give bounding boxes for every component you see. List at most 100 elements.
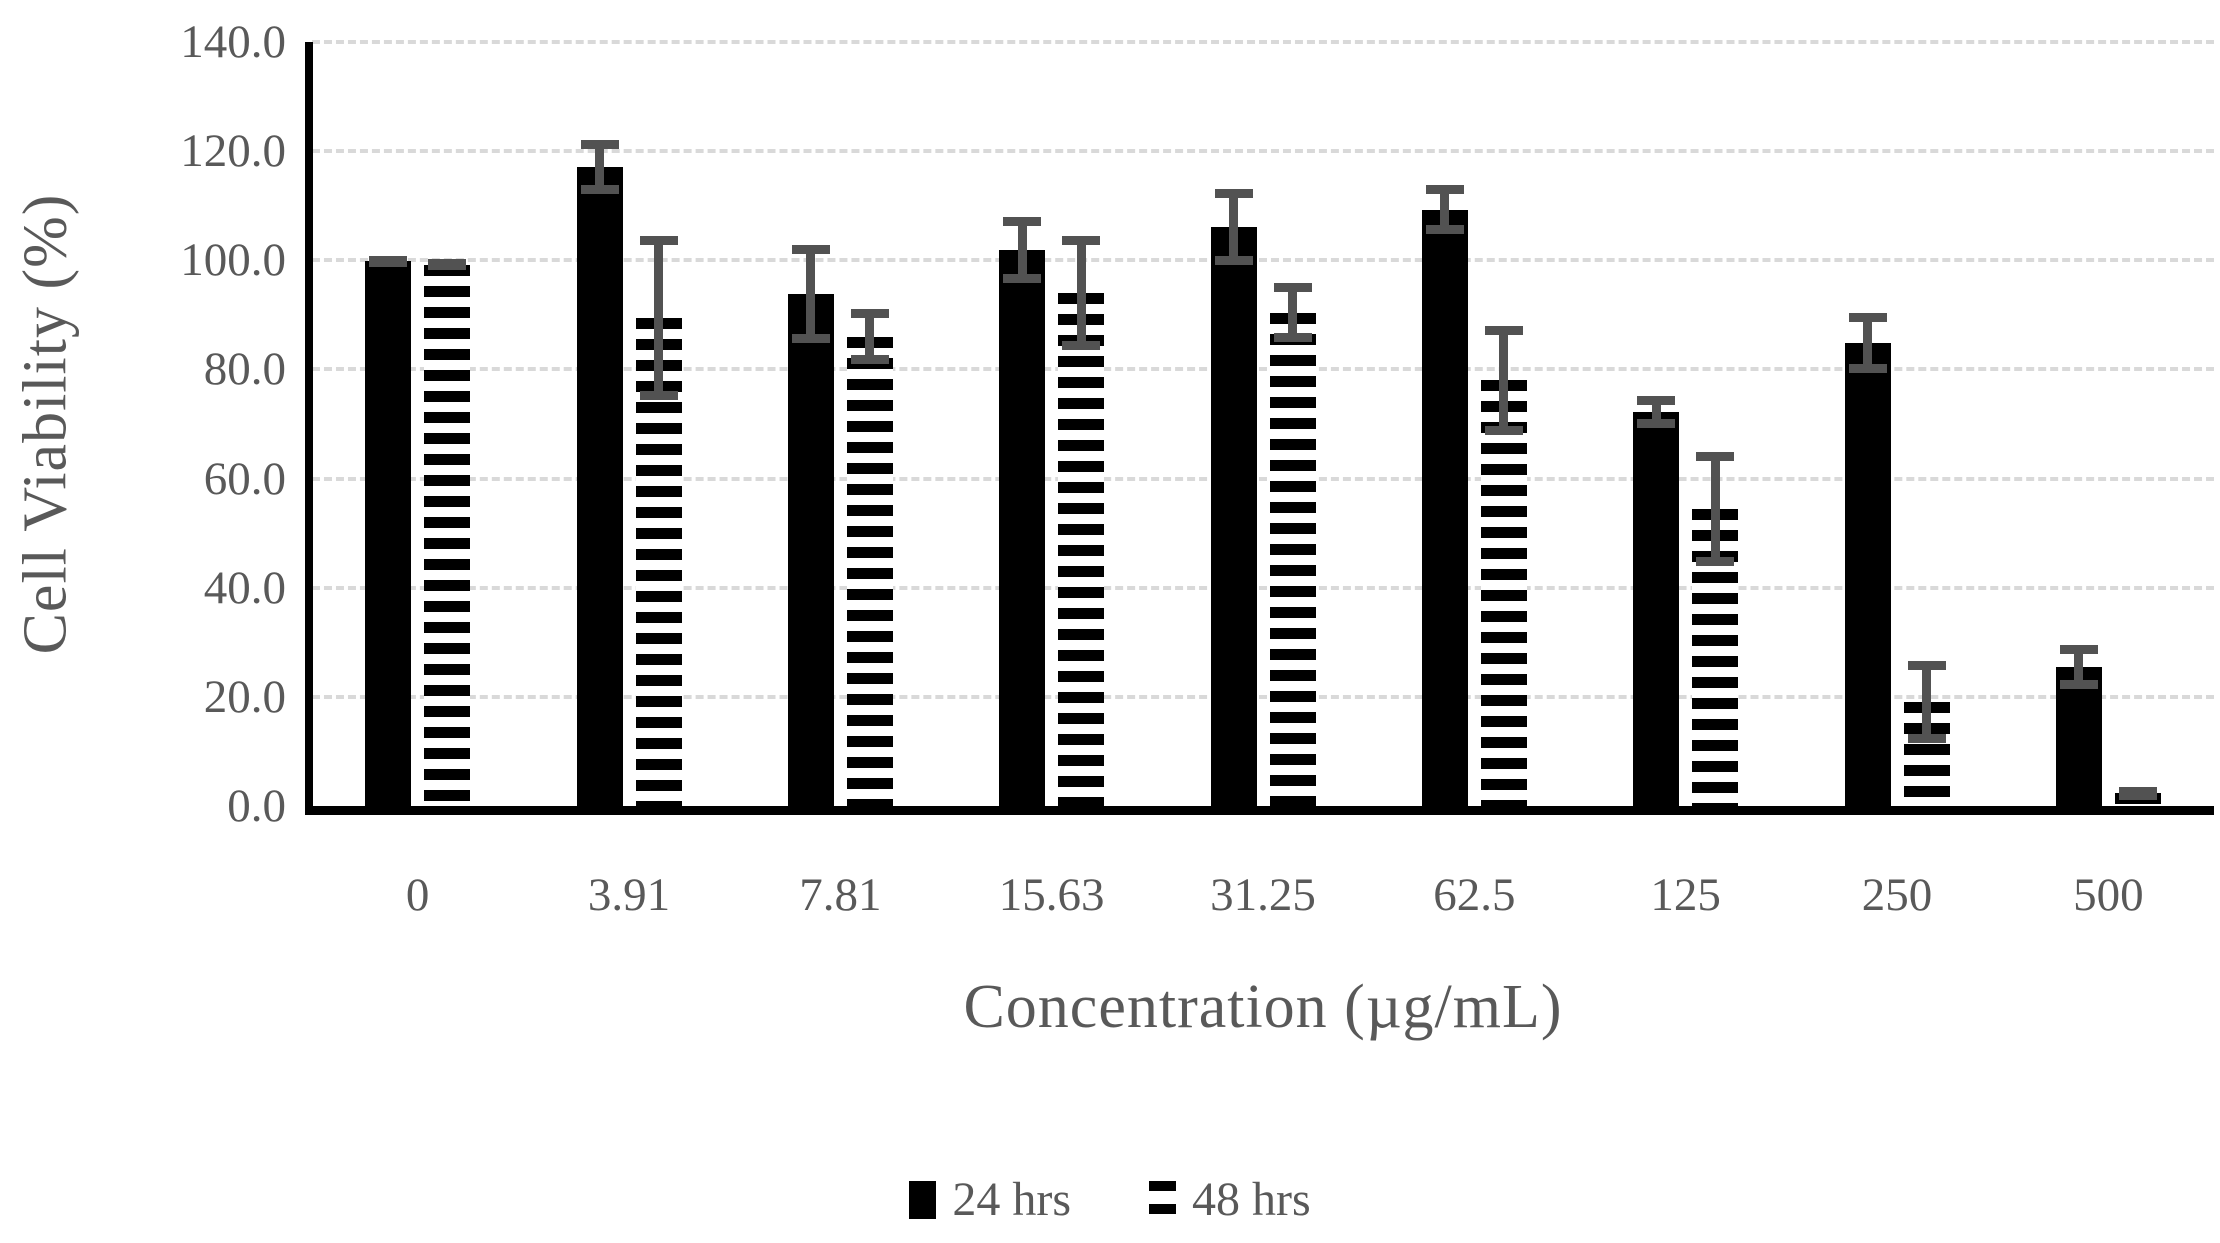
error-bar-cap-bottom <box>639 390 678 400</box>
bar-24hrs-250 <box>1844 343 1891 806</box>
error-bar-24hrs-500 <box>2059 645 2098 689</box>
error-bar-stem <box>595 139 604 195</box>
error-bar-24hrs-250 <box>1848 313 1887 374</box>
gridline-y-80 <box>312 367 2214 372</box>
error-bar-24hrs-0 <box>369 255 408 267</box>
gridline-y-140 <box>312 40 2214 44</box>
bar-48hrs-31.25 <box>1269 312 1316 806</box>
x-tick-label-31.25: 31.25 <box>1210 869 1316 921</box>
x-tick-label-62.5: 62.5 <box>1433 869 1516 921</box>
error-bar-cap-bottom <box>1484 425 1523 435</box>
y-tick-label-140.0: 140.0 <box>180 16 286 68</box>
bar-24hrs-31.25 <box>1210 227 1257 806</box>
error-bar-cap-top <box>580 139 619 149</box>
x-tick-label-125: 125 <box>1650 869 1721 921</box>
y-tick-label-80.0: 80.0 <box>203 343 286 396</box>
error-bar-cap-top <box>1062 235 1101 245</box>
error-bar-24hrs-31.25 <box>1214 188 1253 266</box>
y-tick-label-0.0: 0.0 <box>227 780 286 832</box>
error-bar-cap-bottom <box>1214 256 1253 266</box>
error-bar-48hrs-31.25 <box>1273 283 1312 343</box>
error-bar-stem <box>806 245 816 344</box>
error-bar-cap-bottom <box>1003 273 1042 283</box>
y-tick-label-100.0: 100.0 <box>180 234 286 287</box>
error-bar-cap-bottom <box>791 334 830 344</box>
error-bar-cap-bottom <box>850 354 889 364</box>
legend-label-24hrs: 24 hrs <box>952 1173 1071 1226</box>
error-bar-cap-top <box>1696 451 1735 461</box>
error-bar-cap-top <box>1425 185 1464 194</box>
legend-item-48hrs: 48 hrs <box>1149 1172 1311 1227</box>
error-bar-cap-top <box>1907 661 1946 671</box>
error-bar-cap-top <box>1273 283 1312 293</box>
error-bar-stem <box>865 309 875 364</box>
bar-24hrs-7.81 <box>787 294 834 806</box>
x-tick-label-500: 500 <box>2073 869 2144 921</box>
error-bar-cap-top <box>791 245 830 254</box>
error-bar-cap-top <box>1484 325 1523 335</box>
error-bar-stem <box>1076 235 1086 351</box>
x-tick-label-0: 0 <box>405 869 430 921</box>
error-bar-stem <box>1863 313 1872 374</box>
bar-24hrs-500 <box>2055 666 2102 806</box>
legend-item-24hrs: 24 hrs <box>909 1172 1071 1227</box>
error-bar-24hrs-3.91 <box>580 139 619 195</box>
error-bar-24hrs-15.63 <box>1003 217 1042 283</box>
error-bar-48hrs-125 <box>1696 451 1735 567</box>
error-bar-48hrs-500 <box>2118 786 2157 800</box>
bar-24hrs-0 <box>365 261 412 806</box>
error-bar-stem <box>1288 283 1297 343</box>
error-bar-cap-top <box>1637 395 1676 405</box>
error-bar-cap-bottom <box>580 185 619 195</box>
error-bar-24hrs-7.81 <box>791 245 830 344</box>
gridline-y-120 <box>312 149 2214 154</box>
legend-label-48hrs: 48 hrs <box>1192 1173 1311 1226</box>
gridline-y-40 <box>312 585 2214 590</box>
error-bar-cap-top <box>1003 217 1042 227</box>
error-bar-48hrs-3.91 <box>639 236 678 400</box>
bar-48hrs-7.81 <box>846 336 893 806</box>
error-bar-48hrs-7.81 <box>850 309 889 364</box>
error-bar-stem <box>1440 185 1450 235</box>
error-bar-stem <box>654 236 663 400</box>
error-bar-cap-bottom <box>1273 333 1312 343</box>
error-bar-cap-bottom <box>428 261 467 271</box>
error-bar-cap-top <box>850 309 889 319</box>
bar-24hrs-125 <box>1633 412 1680 806</box>
gridline-y-20 <box>312 694 2214 699</box>
error-bar-stem <box>1499 325 1509 435</box>
error-bar-cap-top <box>1848 313 1887 323</box>
gridline-y-100 <box>312 258 2214 263</box>
bar-24hrs-3.91 <box>576 167 623 806</box>
error-bar-stem <box>2074 645 2084 689</box>
x-axis-title: Concentration (µg/mL) <box>963 973 1563 1041</box>
x-tick-label-7.81: 7.81 <box>799 869 882 921</box>
x-axis-line <box>305 806 2214 815</box>
x-tick-label-3.91: 3.91 <box>587 869 671 921</box>
error-bar-24hrs-125 <box>1637 395 1676 429</box>
plot-area <box>312 40 2214 806</box>
y-tick-label-120.0: 120.0 <box>180 125 286 178</box>
y-tick-label-40.0: 40.0 <box>203 561 286 614</box>
error-bar-cap-bottom <box>1848 364 1887 374</box>
y-axis-line <box>305 42 313 814</box>
bar-24hrs-15.63 <box>999 249 1046 806</box>
error-bar-cap-bottom <box>1907 734 1946 744</box>
error-bar-cap-bottom <box>1062 341 1101 351</box>
y-tick-label-60.0: 60.0 <box>203 452 286 505</box>
x-tick-label-15.63: 15.63 <box>998 869 1105 921</box>
error-bar-stem <box>1922 661 1931 744</box>
error-bar-48hrs-15.63 <box>1062 235 1101 351</box>
error-bar-cap-bottom <box>1425 225 1464 235</box>
error-bar-48hrs-0 <box>428 259 467 271</box>
error-bar-stem <box>1017 217 1027 283</box>
error-bar-cap-bottom <box>1637 419 1676 429</box>
y-tick-label-20.0: 20.0 <box>203 670 286 723</box>
bar-48hrs-0 <box>424 264 471 806</box>
error-bar-cap-top <box>1214 188 1253 198</box>
bar-48hrs-15.63 <box>1058 293 1105 806</box>
x-tick-label-250: 250 <box>1861 869 1933 921</box>
error-bar-stem <box>1229 188 1238 266</box>
error-bar-stem <box>1651 395 1661 429</box>
